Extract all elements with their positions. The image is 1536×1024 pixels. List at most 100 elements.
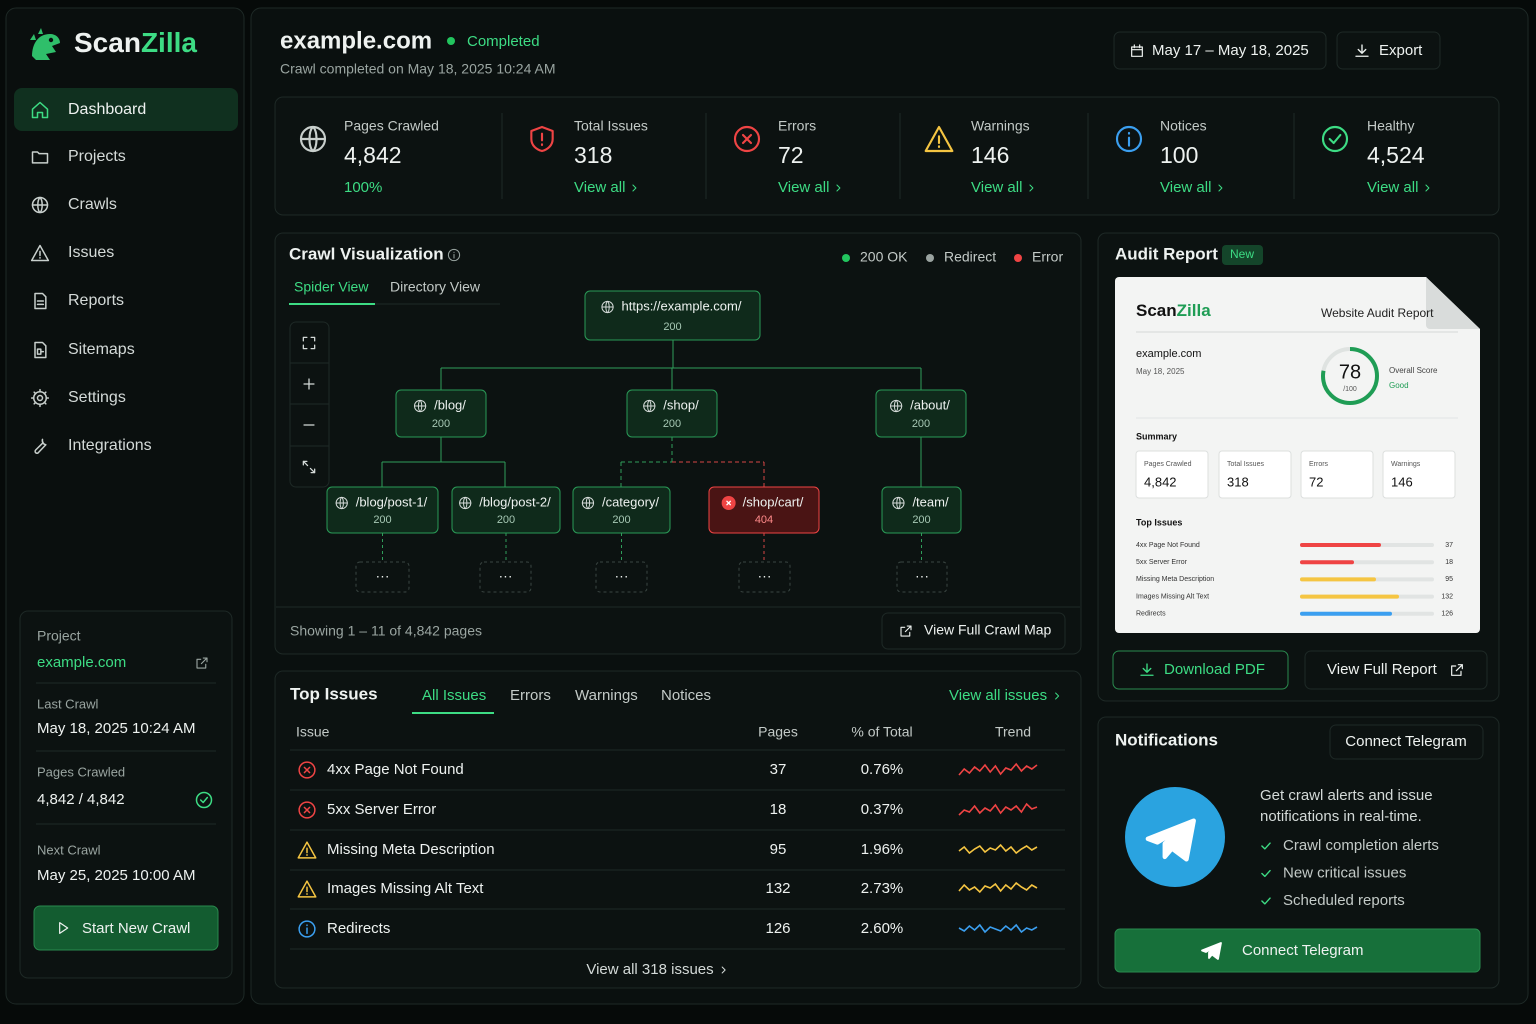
tree-node[interactable] xyxy=(584,290,761,341)
more-node[interactable] xyxy=(896,561,948,593)
node-label: /team/ xyxy=(912,494,949,509)
column-header: Trend xyxy=(995,724,1031,740)
icon xyxy=(31,151,49,164)
stat-link[interactable]: View all xyxy=(1160,179,1211,196)
legend-dot xyxy=(1014,254,1022,262)
icon xyxy=(1115,125,1143,153)
start-crawl-button[interactable] xyxy=(33,905,219,951)
stat-link: 100% xyxy=(344,179,382,196)
tree-node[interactable] xyxy=(875,389,967,438)
tree-node[interactable] xyxy=(626,389,718,438)
label: Total Issues xyxy=(574,118,648,134)
label: Overall Score xyxy=(1389,366,1438,375)
bar-fill xyxy=(1300,543,1381,547)
notification-text: Get crawl alerts and issue notifications… xyxy=(1260,787,1433,825)
stat-link[interactable]: View all xyxy=(1367,179,1418,196)
label: Website Audit Report xyxy=(1321,306,1434,320)
button-label[interactable]: Start New Crawl xyxy=(82,920,190,937)
label[interactable]: Download PDF xyxy=(1164,661,1265,678)
connect-telegram-button[interactable] xyxy=(1114,928,1481,973)
badge xyxy=(1222,245,1263,265)
node-label: /shop/cart/ xyxy=(743,494,804,509)
node-status: 200 xyxy=(373,514,391,526)
nav-item[interactable]: Reports xyxy=(68,292,124,309)
issue-percent: 2.60% xyxy=(861,920,904,937)
icon xyxy=(1201,942,1222,960)
icon xyxy=(836,184,841,192)
label[interactable]: View Full Report xyxy=(1327,661,1438,678)
tab[interactable]: All Issues xyxy=(422,687,486,704)
download-button[interactable] xyxy=(1112,650,1289,690)
icon xyxy=(1145,818,1196,862)
connect-button[interactable] xyxy=(1329,724,1484,760)
brand-part: Scan xyxy=(1136,301,1177,320)
icon xyxy=(733,125,761,153)
more-node[interactable] xyxy=(355,561,410,593)
nav-active[interactable] xyxy=(14,88,238,131)
label: Next Crawl xyxy=(37,842,101,857)
nav-item[interactable]: Projects xyxy=(68,148,126,165)
nav-item[interactable]: Settings xyxy=(68,389,126,406)
nav-item[interactable]: Integrations xyxy=(68,437,152,454)
sparkline xyxy=(958,843,1038,855)
label: Pages Crawled xyxy=(37,764,125,779)
stat-link[interactable]: View all xyxy=(971,179,1022,196)
export-button[interactable] xyxy=(1336,31,1441,70)
link[interactable]: View all 318 issues xyxy=(586,961,713,978)
label[interactable]: May 17 – May 18, 2025 xyxy=(1152,42,1309,59)
more-node[interactable] xyxy=(479,561,532,593)
tab[interactable]: Spider View xyxy=(294,279,369,295)
page-fold xyxy=(1426,277,1480,329)
tab[interactable]: Directory View xyxy=(390,279,481,295)
crawl-card xyxy=(274,232,1082,655)
issue-name: 5xx Server Error xyxy=(327,801,436,818)
label: 318 xyxy=(574,142,612,168)
tab[interactable]: Errors xyxy=(510,687,551,704)
node-label: /category/ xyxy=(602,494,659,509)
icon xyxy=(459,496,472,510)
status-dot xyxy=(447,37,455,45)
label[interactable]: View Full Crawl Map xyxy=(924,622,1052,638)
icon xyxy=(900,625,912,637)
more-label: ··· xyxy=(499,568,513,584)
label: Pages Crawled xyxy=(344,118,439,134)
label: 4,524 xyxy=(1367,142,1425,168)
label[interactable]: Connect Telegram xyxy=(1242,942,1363,959)
stat-link[interactable]: View all xyxy=(778,179,829,196)
feature: Crawl completion alerts xyxy=(1283,837,1439,854)
tab[interactable]: Warnings xyxy=(575,687,638,704)
more-node[interactable] xyxy=(595,561,648,593)
tab[interactable]: Notices xyxy=(661,687,711,704)
label: 4xx Page Not Found xyxy=(1136,542,1200,549)
more-node[interactable] xyxy=(738,561,791,593)
label: 5xx Server Error xyxy=(1136,559,1188,566)
icon xyxy=(298,801,316,819)
issue-percent: 2.73% xyxy=(861,880,904,897)
label[interactable]: Connect Telegram xyxy=(1345,733,1466,750)
icon xyxy=(1321,125,1349,153)
label[interactable]: Export xyxy=(1379,42,1423,59)
icon xyxy=(34,341,47,359)
link[interactable]: View all issues xyxy=(949,687,1047,704)
sparkline xyxy=(958,762,1038,776)
nav-item[interactable]: Dashboard xyxy=(68,101,146,118)
label: Redirects xyxy=(1136,611,1166,618)
nav-item[interactable]: Crawls xyxy=(68,196,117,213)
legend-dot xyxy=(842,254,850,262)
crawl-map-button[interactable] xyxy=(881,612,1066,650)
icon xyxy=(1355,44,1369,57)
icon xyxy=(581,496,595,510)
icon xyxy=(59,922,69,934)
tree-node[interactable] xyxy=(395,389,487,438)
icon xyxy=(643,399,656,413)
nav-item[interactable]: Sitemaps xyxy=(68,341,135,358)
stat-link[interactable]: View all xyxy=(574,179,625,196)
view-report-button[interactable] xyxy=(1304,650,1488,690)
brand-part: Zilla xyxy=(141,27,197,58)
date-range-button[interactable] xyxy=(1113,31,1327,70)
label: Errors xyxy=(1309,461,1329,468)
issue-pages: 37 xyxy=(770,761,787,778)
project-link[interactable]: example.com xyxy=(37,654,126,671)
nav-item[interactable]: Issues xyxy=(68,244,114,261)
